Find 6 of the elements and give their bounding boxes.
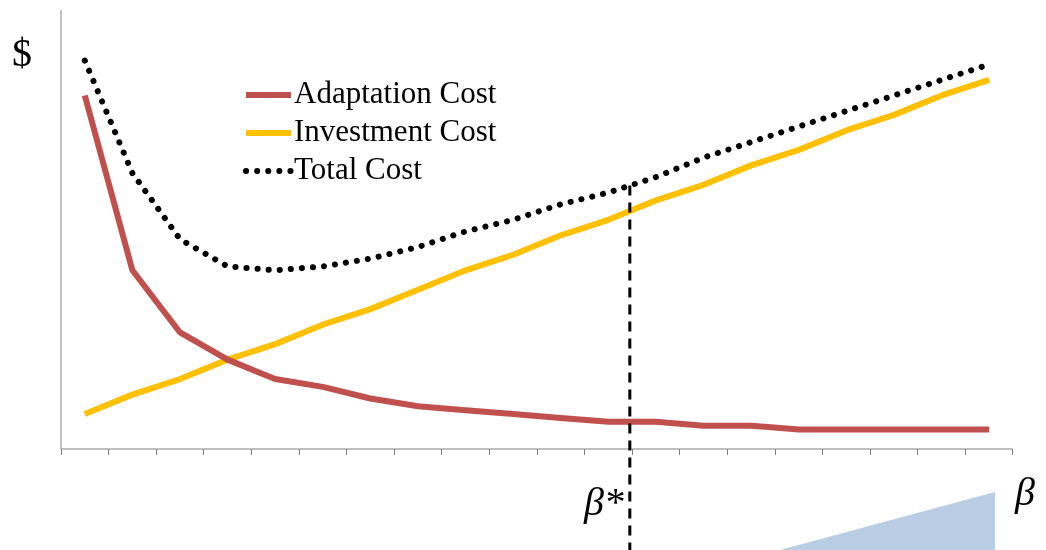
legend-label: Investment Cost (294, 113, 497, 149)
x-axis-title: β (1014, 468, 1035, 514)
legend-label: Adaptation Cost (294, 75, 497, 111)
y-axis-title: $ (12, 29, 32, 75)
legend-label: Total Cost (294, 151, 423, 187)
text: β* (582, 478, 624, 524)
